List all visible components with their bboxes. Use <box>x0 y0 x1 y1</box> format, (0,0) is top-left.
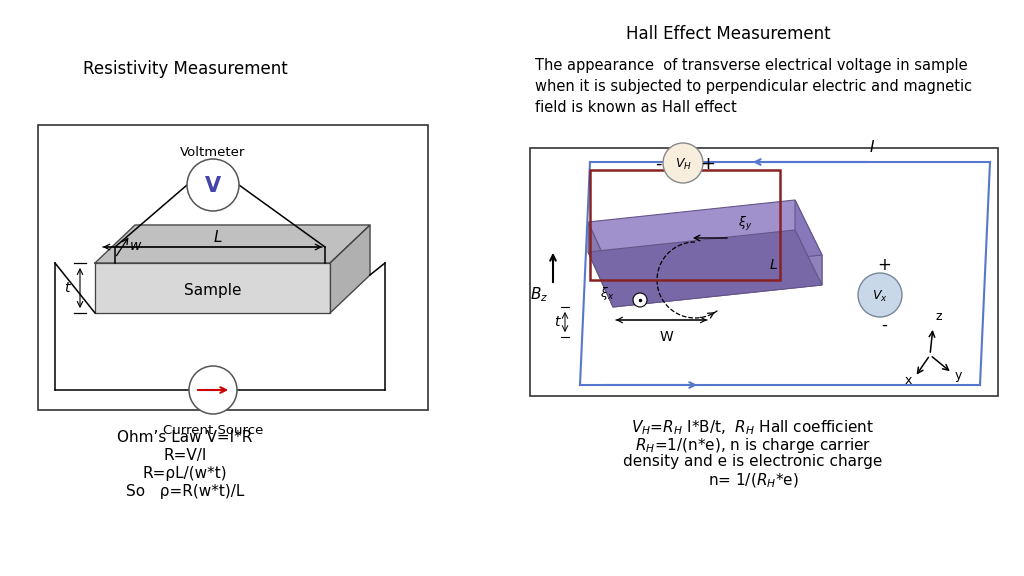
Circle shape <box>858 273 902 317</box>
Circle shape <box>663 143 703 183</box>
Polygon shape <box>95 225 370 263</box>
Text: R=V/I: R=V/I <box>163 448 207 463</box>
Text: So   ρ=R(w*t)/L: So ρ=R(w*t)/L <box>126 484 244 499</box>
Text: Voltmeter: Voltmeter <box>180 146 246 160</box>
Text: $V_H$=$R_H$ I*B/t,  $R_H$ Hall coefficient: $V_H$=$R_H$ I*B/t, $R_H$ Hall coefficien… <box>632 418 874 437</box>
Text: $\xi_x$: $\xi_x$ <box>600 285 614 302</box>
Polygon shape <box>613 255 822 307</box>
Text: R=ρL/(w*t): R=ρL/(w*t) <box>142 466 227 481</box>
Text: $V_H$: $V_H$ <box>675 157 691 172</box>
Text: Resistivity Measurement: Resistivity Measurement <box>83 60 288 78</box>
Text: Sample: Sample <box>183 283 242 298</box>
Text: $R_H$=1/(n*e), n is charge carrier: $R_H$=1/(n*e), n is charge carrier <box>635 436 871 455</box>
Text: $B_z$: $B_z$ <box>529 286 548 304</box>
Circle shape <box>633 293 647 307</box>
Polygon shape <box>588 230 822 307</box>
Text: -: - <box>881 316 887 334</box>
Text: $V_x$: $V_x$ <box>872 289 888 304</box>
Text: x: x <box>904 373 912 386</box>
Text: z: z <box>935 310 941 323</box>
Text: +: + <box>700 155 716 173</box>
Text: $\xi_y$: $\xi_y$ <box>738 215 753 233</box>
Polygon shape <box>795 200 822 285</box>
Text: t: t <box>65 281 70 295</box>
Text: -: - <box>654 155 662 173</box>
Bar <box>38 125 428 410</box>
Text: density and e is electronic charge: density and e is electronic charge <box>624 454 883 469</box>
Text: L: L <box>213 230 222 245</box>
Text: Current Source: Current Source <box>163 424 263 437</box>
Bar <box>530 148 998 396</box>
Bar <box>590 170 780 280</box>
Polygon shape <box>588 200 822 277</box>
Text: y: y <box>955 369 963 381</box>
Text: W: W <box>659 330 674 344</box>
Text: n= 1/($R_H$*e): n= 1/($R_H$*e) <box>708 472 799 490</box>
Polygon shape <box>95 263 330 313</box>
Text: Ohm’s Law V=I*R: Ohm’s Law V=I*R <box>118 430 253 445</box>
Text: t: t <box>555 315 560 329</box>
Polygon shape <box>588 222 613 307</box>
Text: +: + <box>878 256 891 274</box>
Polygon shape <box>330 225 370 313</box>
Text: w: w <box>130 239 141 253</box>
Circle shape <box>187 159 239 211</box>
Text: The appearance  of transverse electrical voltage in sample
when it is subjected : The appearance of transverse electrical … <box>535 58 972 115</box>
Circle shape <box>189 366 237 414</box>
Text: V: V <box>205 176 221 196</box>
Text: I: I <box>870 140 874 155</box>
Text: L: L <box>770 258 778 272</box>
Text: Hall Effect Measurement: Hall Effect Measurement <box>626 25 830 43</box>
